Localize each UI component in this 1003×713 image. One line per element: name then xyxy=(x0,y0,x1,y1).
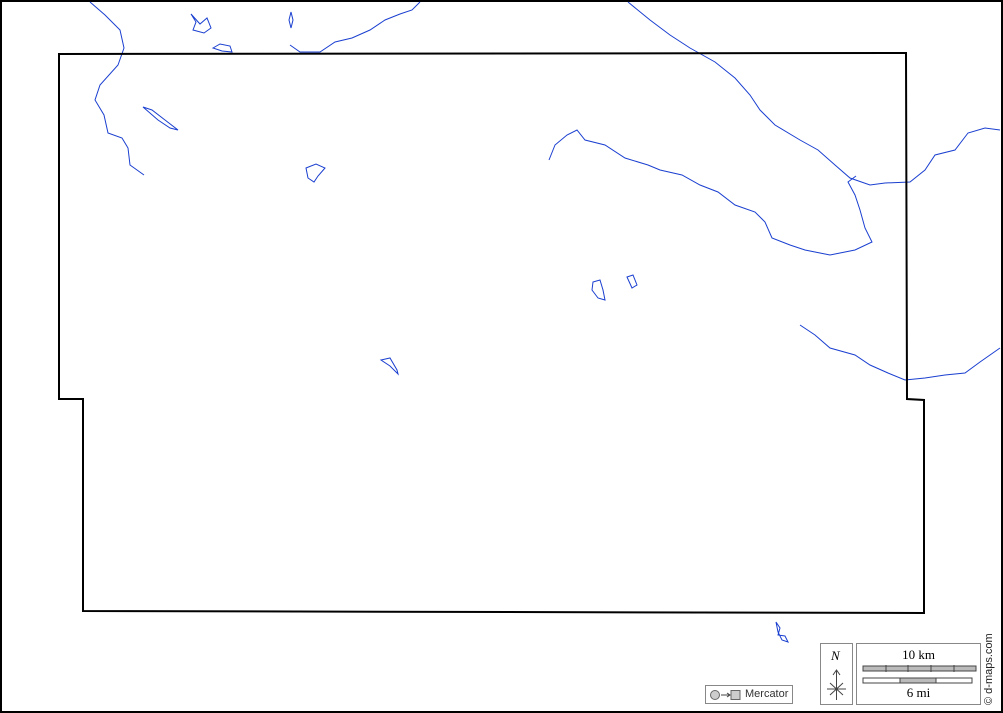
lake xyxy=(305,163,326,183)
lake xyxy=(211,43,233,53)
scale-km-label: 10 km xyxy=(902,647,935,662)
lake xyxy=(379,357,399,376)
scale-mi-label: 6 mi xyxy=(906,685,931,700)
circle-to-square-icon xyxy=(710,690,741,700)
scale-bar: 10 km 6 mi xyxy=(856,643,981,705)
credit-label: © d-maps.com xyxy=(983,633,995,705)
river xyxy=(627,1,1001,186)
scale-bar-graphic xyxy=(862,665,977,684)
lake xyxy=(775,621,789,643)
rivers xyxy=(89,1,1001,381)
projection-legend: Mercator xyxy=(705,685,793,704)
lake xyxy=(142,106,179,131)
river xyxy=(289,1,421,53)
lake xyxy=(288,11,294,29)
lake xyxy=(190,13,212,34)
region-boundary xyxy=(58,51,925,615)
lakes xyxy=(142,11,789,643)
lake xyxy=(626,274,638,289)
river xyxy=(799,324,1001,381)
compass-icon xyxy=(827,669,846,700)
river xyxy=(548,129,873,256)
north-label: N xyxy=(831,648,840,663)
north-arrow: N xyxy=(820,643,853,705)
lake xyxy=(591,279,606,301)
river xyxy=(89,1,145,176)
projection-label: Mercator xyxy=(745,688,789,700)
